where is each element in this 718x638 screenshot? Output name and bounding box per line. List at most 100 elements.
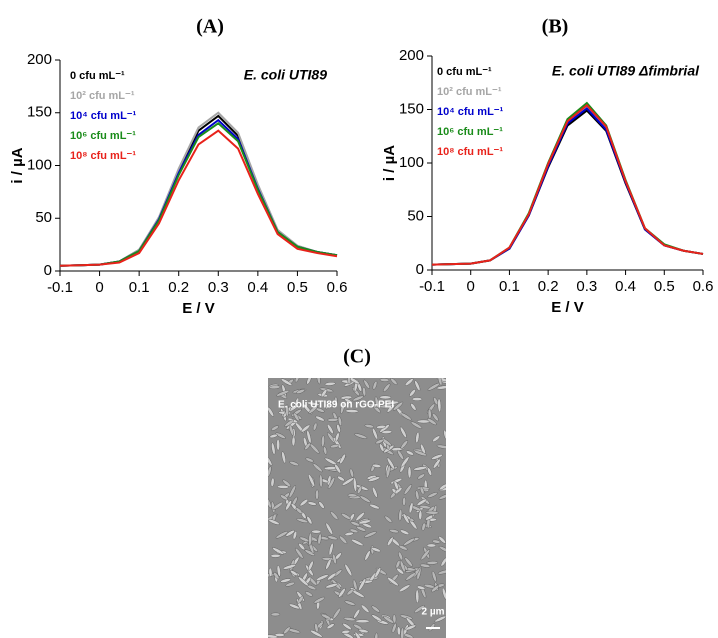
bacterium — [315, 415, 325, 422]
bacterium — [342, 623, 352, 630]
bacterium — [337, 475, 345, 482]
bacterium — [354, 433, 368, 439]
bacterium — [370, 547, 381, 553]
bacterium — [371, 614, 382, 622]
x-tick-label: 0.3 — [208, 279, 229, 296]
legend-entry: 10⁶ cfu mL⁻¹ — [437, 126, 503, 138]
bacterium — [281, 451, 286, 464]
bacterium — [437, 398, 442, 413]
bacterium — [379, 378, 390, 382]
bacterium — [308, 532, 313, 546]
bacterium — [392, 614, 397, 624]
bacterium — [282, 479, 291, 488]
bacterium — [307, 560, 314, 571]
bacterium — [306, 516, 313, 525]
bacterium — [431, 585, 440, 593]
bacterium — [280, 378, 293, 386]
bacterium — [438, 536, 446, 544]
bacterium — [369, 503, 380, 510]
bacterium — [274, 633, 285, 637]
bacterium — [300, 424, 311, 433]
bacterium — [395, 560, 401, 569]
bacterium — [290, 570, 298, 577]
bacterium — [333, 396, 338, 407]
bacterium — [312, 422, 318, 431]
bacterium — [304, 442, 311, 451]
bacterium — [272, 547, 284, 555]
chart-title: (B) — [542, 16, 569, 38]
bacterium — [404, 557, 413, 567]
scale-bar-label: 2 µm — [422, 607, 445, 618]
y-tick-label: 150 — [399, 100, 424, 117]
x-tick-label: -0.1 — [419, 278, 445, 295]
bacterium — [415, 490, 420, 501]
x-tick-label: 0.1 — [499, 278, 520, 295]
bacterium — [353, 608, 361, 619]
bacterium — [288, 485, 296, 499]
bacterium — [416, 585, 426, 590]
bacterium — [347, 378, 351, 385]
bacterium — [432, 413, 439, 422]
bacterium — [306, 401, 320, 406]
chart-title: (A) — [196, 16, 224, 38]
bacterium — [325, 583, 338, 589]
bacterium — [359, 495, 371, 503]
bacterium — [431, 454, 443, 460]
bacterium — [280, 494, 288, 501]
bacterium — [346, 589, 354, 596]
bacterium — [328, 542, 334, 556]
legend-entry: 10⁸ cfu mL⁻¹ — [437, 146, 503, 158]
bacterium — [318, 501, 325, 509]
x-tick-label: 0.4 — [615, 278, 636, 295]
bacterium — [400, 627, 405, 638]
bacterium — [332, 553, 337, 565]
bacterium — [285, 529, 295, 537]
bacterium — [268, 519, 280, 525]
bacterium — [337, 416, 342, 426]
bacterium — [397, 449, 404, 460]
bacterium — [272, 501, 284, 510]
bacterium — [276, 438, 280, 451]
bacterium — [433, 458, 441, 469]
bacterium — [417, 473, 425, 480]
bacterium — [389, 529, 399, 534]
bacterium — [431, 570, 437, 583]
y-tick-label: 200 — [399, 47, 424, 64]
bacterium — [305, 591, 313, 597]
y-tick-label: 100 — [399, 154, 424, 171]
bacterium — [358, 578, 366, 591]
bacterium — [316, 378, 321, 385]
bacterium — [440, 557, 446, 567]
bacterium — [311, 529, 322, 534]
bacterium — [350, 521, 360, 527]
bacterium — [354, 631, 363, 638]
bacterium — [384, 515, 393, 523]
y-tick-label: 0 — [44, 262, 52, 279]
bacterium — [436, 444, 446, 449]
bacterium — [402, 513, 410, 524]
y-tick-label: 50 — [407, 207, 424, 224]
bacterium — [426, 543, 437, 548]
bacterium — [427, 467, 432, 476]
bacterium — [347, 378, 360, 385]
x-tick-label: 0.3 — [576, 278, 597, 295]
bacterium — [426, 560, 439, 565]
bacterium — [419, 505, 431, 510]
bacterium — [344, 600, 356, 606]
bacterium — [406, 450, 414, 456]
bacterium — [295, 507, 303, 514]
y-tick-label: 100 — [27, 156, 52, 173]
sem-texture — [268, 378, 446, 638]
bacterium — [382, 383, 391, 393]
bacterium — [271, 442, 276, 455]
bacterium — [345, 409, 359, 413]
bacterium — [317, 533, 322, 545]
y-axis-label: i / µA — [9, 147, 26, 183]
bacterium — [427, 408, 432, 419]
legend-entry: 10⁶ cfu mL⁻¹ — [70, 130, 136, 142]
bacterium — [372, 380, 378, 390]
bacterium — [374, 396, 380, 409]
bacterium — [421, 522, 426, 531]
bacterium — [375, 439, 384, 445]
bacterium — [283, 626, 291, 635]
